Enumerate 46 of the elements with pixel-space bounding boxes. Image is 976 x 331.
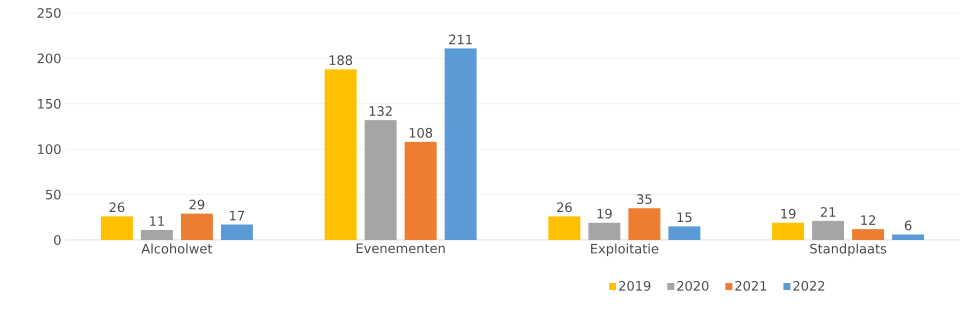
y-tick-label: 0 [54, 235, 61, 245]
bar [812, 220, 844, 240]
bar [100, 216, 133, 240]
data-label: 19 [598, 208, 612, 219]
y-tick-label: 250 [38, 8, 61, 18]
data-label: 21 [820, 207, 836, 217]
bar [588, 222, 620, 240]
x-tick-label: Evenementen [356, 244, 445, 254]
data-label: 11 [150, 216, 164, 226]
x-tick-label: Standplaats [810, 244, 886, 256]
data-label: 29 [190, 200, 204, 210]
data-label: 132 [370, 106, 392, 116]
bar [852, 229, 884, 240]
data-label: 12 [861, 215, 876, 225]
data-label: 15 [678, 212, 692, 222]
data-label: 35 [637, 194, 652, 204]
data-label: 6 [904, 220, 912, 230]
data-label: 26 [110, 202, 124, 212]
bar [772, 222, 804, 240]
data-label: 188 [330, 55, 352, 66]
bar [548, 216, 580, 240]
legend-label: 2019 [619, 280, 650, 291]
y-tick-label: 200 [38, 53, 61, 64]
bar [892, 234, 924, 240]
y-tick-label: 50 [46, 190, 61, 200]
data-label: 26 [557, 202, 572, 212]
bar [668, 226, 700, 240]
bar [444, 48, 477, 240]
bar [628, 208, 660, 240]
legend-label: 2022 [793, 280, 824, 291]
data-label: 17 [230, 210, 244, 220]
x-tick-label: Exploitatie [591, 244, 658, 256]
legend-label: 2021 [735, 280, 766, 291]
bar [324, 69, 357, 240]
data-label: 19 [781, 208, 796, 219]
y-tick-label: 100 [38, 144, 61, 154]
x-tick-label: Alcoholwet [141, 244, 212, 254]
bar [180, 214, 213, 240]
legend-label: 2020 [677, 280, 708, 291]
bar [364, 120, 397, 240]
y-tick-label: 150 [38, 98, 61, 109]
bar [404, 142, 437, 240]
bar [140, 230, 173, 240]
data-label: 211 [449, 34, 472, 44]
bar [220, 224, 253, 240]
data-label: 108 [410, 128, 432, 138]
